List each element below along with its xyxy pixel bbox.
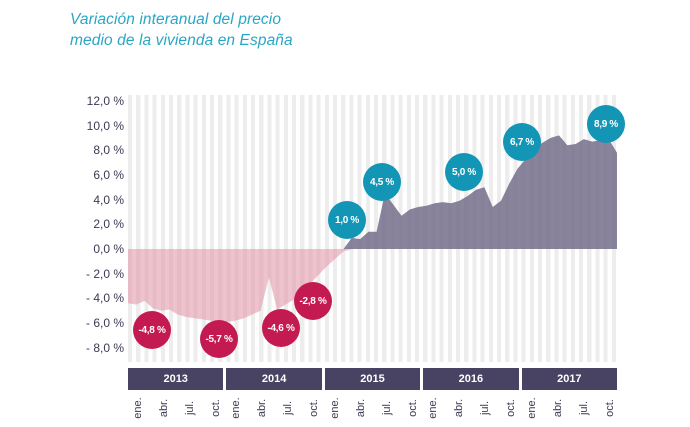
month-tick-label: oct.: [210, 399, 222, 417]
year-band: 2014: [226, 368, 322, 390]
month-tick-label: oct.: [308, 399, 321, 417]
y-tick-label: - 4,0 %: [85, 291, 124, 306]
month-tick-label: oct.: [603, 399, 616, 417]
y-axis-tick-labels: 12,0 % 10,0 % 8,0 % 6,0 % 4,0 % 2,0 % 0,0 % - 2…: [58, 93, 124, 362]
value-bubble-negative: -2,8 %: [294, 282, 332, 320]
month-tick-label: abr.: [256, 398, 269, 418]
year-band: 2013: [128, 368, 224, 390]
chart-title-line1: Variación interanual del precio: [70, 11, 282, 28]
value-bubble-negative: -4,6 %: [262, 309, 300, 347]
value-bubble-positive: 1,0 %: [328, 201, 366, 239]
month-tick-label: ene.: [525, 397, 538, 419]
y-tick-label: - 2,0 %: [85, 266, 124, 281]
y-tick-label: 12,0 %: [86, 93, 124, 108]
positive-area-series: [128, 135, 617, 249]
month-tick-label: jul.: [184, 400, 196, 416]
value-bubble-negative: -4,8 %: [133, 311, 171, 349]
y-tick-label: 10,0 %: [86, 118, 124, 133]
y-tick-label: 6,0 %: [93, 167, 124, 182]
y-tick-label: 4,0 %: [93, 192, 124, 207]
plot-area: -4,8 % -5,7 % -4,6 % -2,8 % 1,0 % 4,5 % 5,0 % 6…: [128, 95, 625, 362]
month-tick-label: oct.: [505, 399, 518, 417]
month-tick-label: ene.: [427, 397, 440, 419]
value-bubble-negative: -5,7 %: [200, 320, 238, 358]
month-tick-label: ene.: [132, 397, 144, 419]
chart-title-line2: medio de la vivienda en España: [70, 32, 293, 49]
month-tick-label: jul.: [282, 400, 295, 416]
month-tick-label: jul.: [380, 400, 393, 416]
month-tick-label: oct.: [406, 399, 419, 417]
year-band: 2017: [521, 368, 618, 390]
y-tick-label: 0,0 %: [93, 242, 124, 256]
area-series-svg: [128, 135, 617, 322]
year-band: 2015: [324, 368, 421, 390]
y-tick-label: 8,0 %: [93, 143, 124, 158]
value-bubble-positive: 4,5 %: [363, 163, 401, 201]
y-tick-label: - 8,0 %: [85, 340, 124, 355]
month-tick-label: abr.: [453, 398, 466, 418]
chart-title: Variación interanual del precio medio de…: [70, 9, 293, 51]
month-tick-label: jul.: [577, 400, 590, 416]
month-tick-label: ene.: [328, 397, 341, 419]
year-band: 2016: [423, 368, 519, 390]
value-bubble-positive: 5,0 %: [445, 153, 483, 191]
negative-area-series: [128, 249, 617, 322]
month-tick-label: ene.: [230, 397, 243, 419]
month-tick-label: abr.: [551, 398, 564, 418]
y-tick-label: - 6,0 %: [85, 316, 124, 331]
x-axis-year-bands: 2013 2014 2015 2016 2017: [128, 368, 618, 390]
y-tick-label: 2,0 %: [93, 217, 124, 232]
value-bubble-positive: 6,7 %: [503, 123, 541, 161]
month-tick-label: abr.: [158, 398, 170, 418]
value-bubble-positive: 8,9 %: [587, 105, 625, 143]
month-tick-label: jul.: [479, 400, 492, 416]
month-tick-label: abr.: [354, 398, 367, 418]
